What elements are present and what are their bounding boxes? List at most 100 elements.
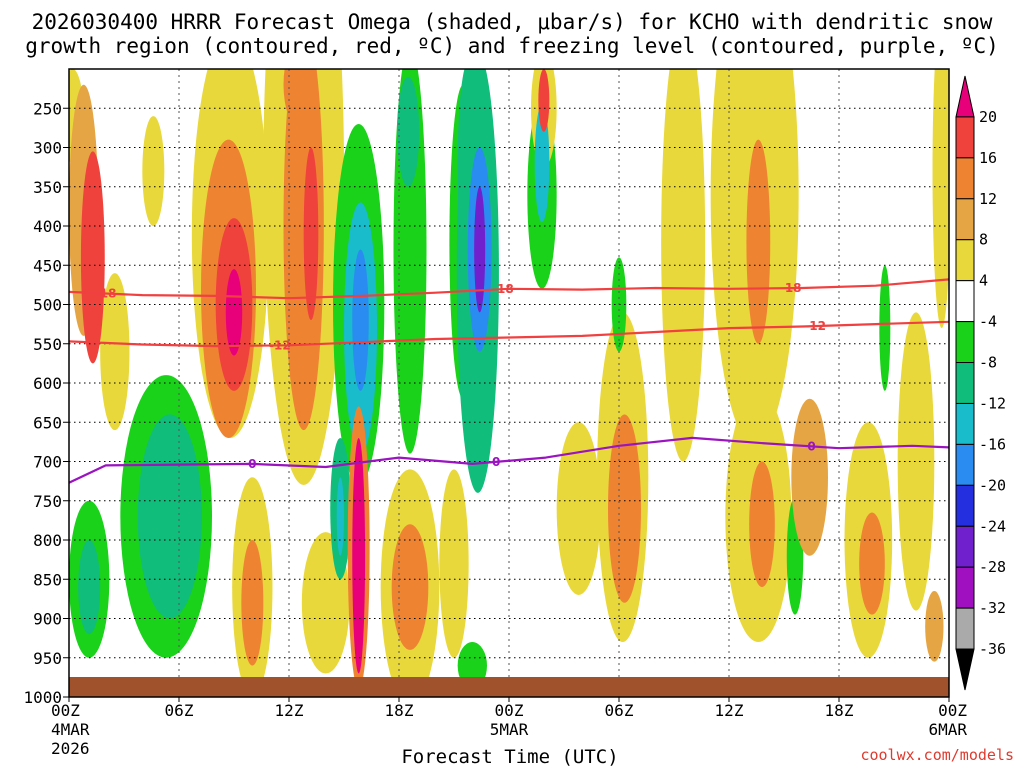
x-tick-date: 6MAR <box>928 720 967 739</box>
x-tick-label: 12Z <box>275 701 304 720</box>
contour-label: 0 <box>492 455 500 469</box>
y-tick-label: 900 <box>33 610 62 629</box>
omega-cell <box>897 312 935 611</box>
colorbar-label: -20 <box>979 476 1006 494</box>
omega-cell <box>932 69 949 329</box>
colorbar-label: -8 <box>979 354 997 372</box>
colorbar-bin <box>955 525 975 568</box>
omega-cell <box>303 147 319 321</box>
colorbar-bin <box>955 321 975 364</box>
colorbar-top-arrow <box>955 75 975 118</box>
y-tick-label: 550 <box>33 335 62 354</box>
y-tick-label: 750 <box>33 492 62 511</box>
omega-cell <box>352 249 369 391</box>
y-axis-ticks: 250 300 350 400 450 500 550 600 650 700 750 800 850 9… <box>23 99 69 707</box>
y-tick-label: 800 <box>33 531 62 550</box>
omega-cell <box>474 186 486 313</box>
colorbar-bottom-arrow <box>955 648 975 691</box>
contours: -18 18 18 -12 -12 0 0 0 <box>69 278 949 484</box>
omega-cell <box>608 414 641 603</box>
colorbar-label: 12 <box>979 190 997 208</box>
omega-cell <box>100 273 130 431</box>
omega-cell <box>225 269 243 356</box>
colorbar-bin <box>955 198 975 241</box>
omega-cell <box>137 414 202 619</box>
y-tick-label: 450 <box>33 256 62 275</box>
contour-label: -18 <box>95 287 117 301</box>
x-tick-label: 00Z <box>938 701 967 720</box>
colorbar-bin <box>955 566 975 609</box>
x-tick-label: 12Z <box>715 701 744 720</box>
ground-surface <box>69 677 949 697</box>
y-tick-label: 250 <box>33 99 62 118</box>
colorbar-bin <box>955 484 975 527</box>
x-tick-date: 4MAR <box>51 720 90 739</box>
omega-cell <box>538 69 550 132</box>
omega-cell <box>142 116 165 226</box>
y-tick-label: 1000 <box>23 688 62 707</box>
colorbar-label: -32 <box>979 599 1006 617</box>
colorbar-label: -16 <box>979 435 1006 453</box>
x-tick-label: 06Z <box>605 701 634 720</box>
y-tick-label: 950 <box>33 649 62 668</box>
chart-title-line2: growth region (contoured, red, ºC) and f… <box>25 34 999 58</box>
omega-cell <box>397 76 420 187</box>
colorbar-label: 16 <box>979 149 997 167</box>
contour-label: 18 <box>785 281 802 295</box>
contour-label: 0 <box>807 439 815 453</box>
colorbar-label: -36 <box>979 640 1006 658</box>
colorbar-bin <box>955 157 975 200</box>
omega-cell <box>791 398 829 556</box>
contour-label: 18 <box>497 282 514 296</box>
y-tick-label: 850 <box>33 570 62 589</box>
x-tick-label: 18Z <box>825 701 854 720</box>
colorbar-label: -12 <box>979 394 1006 412</box>
omega-cell <box>859 512 885 615</box>
y-tick-label: 300 <box>33 139 62 158</box>
omega-cell <box>439 469 469 658</box>
colorbar-label: 8 <box>979 231 988 249</box>
chart-title-line1: 2026030400 HRRR Forecast Omega (shaded, … <box>32 10 993 34</box>
x-tick-label: 18Z <box>385 701 414 720</box>
contour-label: -12 <box>269 338 291 352</box>
x-tick-date: 5MAR <box>490 720 529 739</box>
colorbar-label: -4 <box>979 313 997 331</box>
omega-cell <box>534 104 550 223</box>
omega-cell <box>80 151 105 364</box>
x-axis-label: Forecast Time (UTC) <box>401 746 618 768</box>
omega-cell <box>336 477 345 556</box>
contour-line <box>69 320 949 348</box>
colorbar: 20 16 12 8 4 -4 -8 -12 -16 -20 -24 -28 -32 -36 <box>955 75 1006 691</box>
colorbar-bin <box>955 362 975 404</box>
omega-cell <box>749 461 775 588</box>
y-tick-label: 400 <box>33 217 62 236</box>
omega-cell <box>879 265 891 391</box>
contour-label: -12 <box>804 319 826 333</box>
y-tick-label: 500 <box>33 296 62 315</box>
colorbar-bin <box>955 402 975 445</box>
y-tick-label: 650 <box>33 413 62 432</box>
omega-cell <box>283 69 317 128</box>
colorbar-label: 4 <box>979 272 988 290</box>
y-tick-label: 600 <box>33 374 62 393</box>
plot-area: -18 18 18 -12 -12 0 0 0 <box>68 68 950 698</box>
omega-cell <box>241 540 264 666</box>
colorbar-label: 20 <box>979 108 997 126</box>
y-tick-label: 700 <box>33 453 62 472</box>
omega-cell <box>391 524 429 650</box>
contour-line <box>69 436 949 484</box>
colorbar-label: -28 <box>979 558 1006 576</box>
omega-cell <box>78 540 101 635</box>
contour-label: 0 <box>248 457 256 471</box>
x-tick-label: 00Z <box>51 701 80 720</box>
omega-cell <box>661 69 706 462</box>
omega-cell <box>925 591 944 662</box>
x-tick-year: 2026 <box>51 739 90 758</box>
omega-cell <box>556 422 601 595</box>
x-tick-label: 06Z <box>165 701 194 720</box>
colorbar-bin <box>955 607 975 650</box>
colorbar-label: -24 <box>979 517 1006 535</box>
omega-cell <box>352 437 366 674</box>
